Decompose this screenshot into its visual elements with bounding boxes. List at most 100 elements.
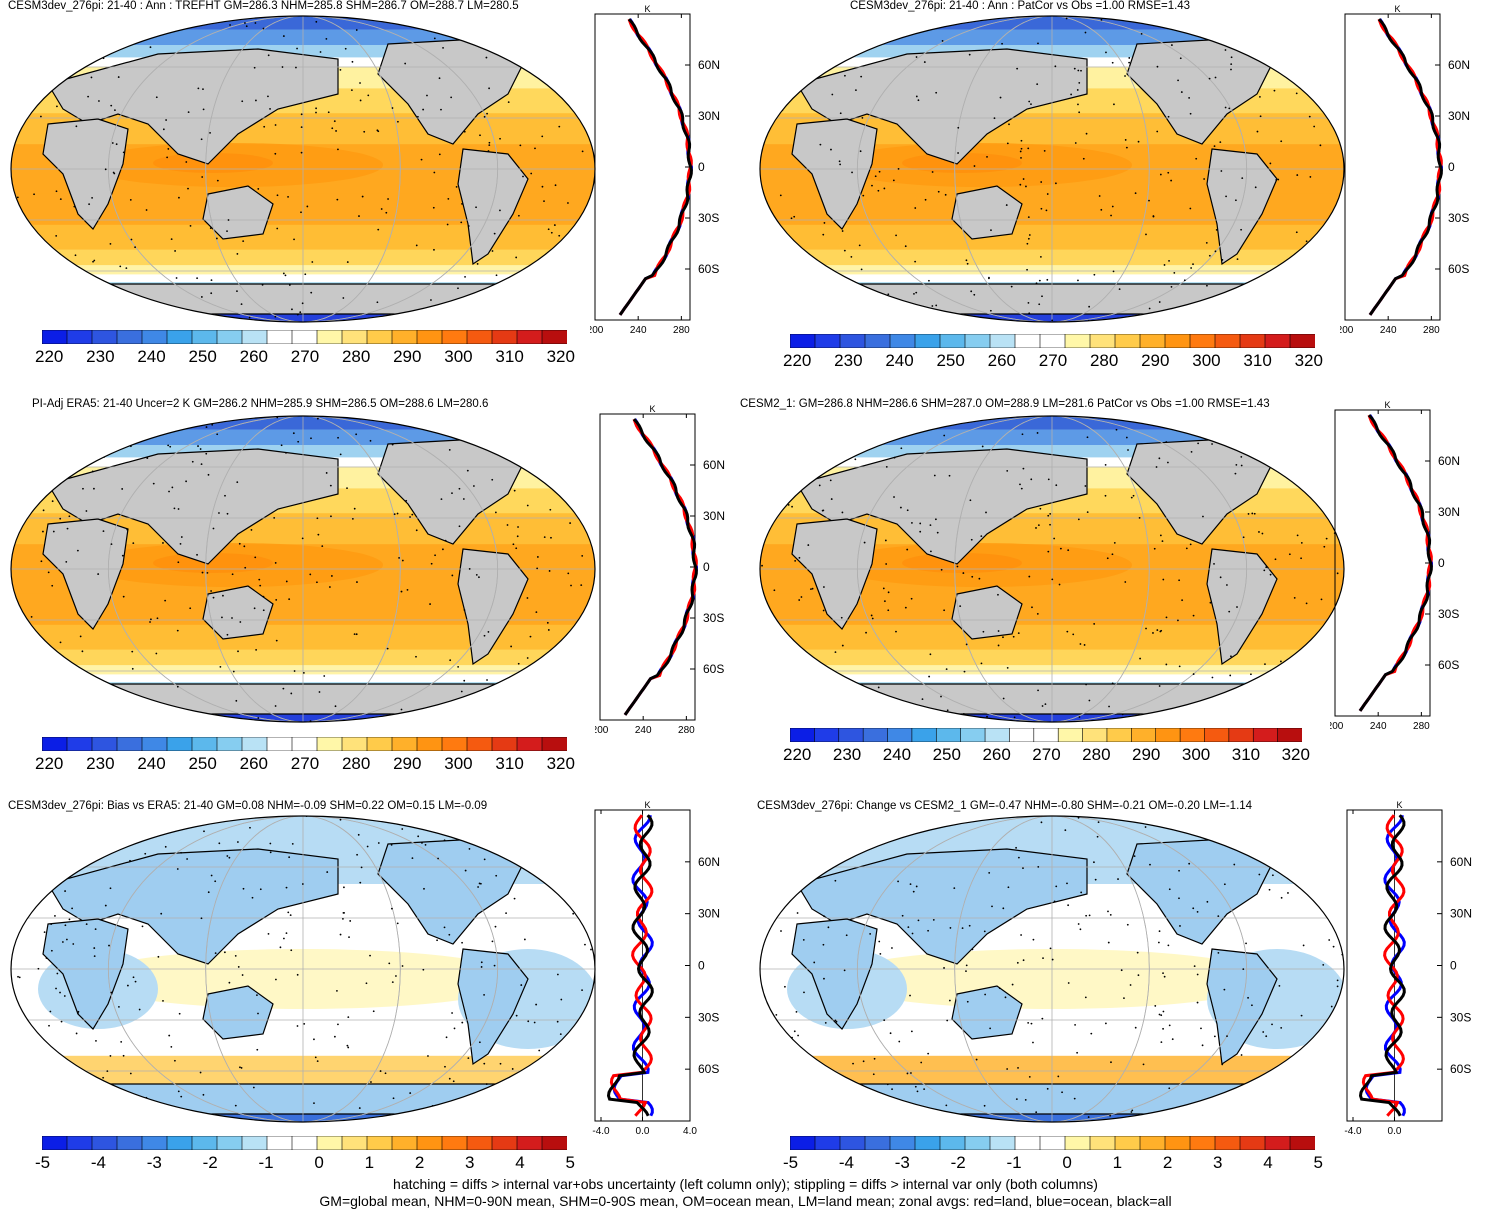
colorbar-swatch (91, 1136, 118, 1150)
colorbar-label: 250 (932, 745, 961, 764)
colorbar-labels: -5 -4 -3 -2 -1 0 1 2 3 4 5 (783, 1153, 1323, 1173)
zonal-x-tick: 200 (1330, 721, 1344, 732)
zonal-lat-tick: 30N (698, 907, 720, 921)
colorbar-swatch (541, 330, 567, 344)
world-map-difference (10, 815, 596, 1123)
colorbar-swatch (266, 737, 293, 751)
colorbar-label: 3 (465, 1153, 475, 1172)
colorbar-swatch (1039, 334, 1066, 348)
zonal-lat-tick: 0 (1438, 556, 1445, 570)
colorbar-swatch (366, 1136, 393, 1150)
panel-title: PI-Adj ERA5: 21-40 Uncer=2 K GM=286.2 NH… (32, 398, 489, 410)
colorbar-swatch (42, 737, 68, 751)
colorbar-label: 260 (239, 754, 268, 773)
colorbar-label: 240 (885, 351, 914, 370)
zonal-all-line (1368, 18, 1443, 316)
colorbar-swatch (1214, 1136, 1241, 1150)
colorbar-swatch (790, 334, 816, 348)
panel-title: CESM2_1: GM=286.8 NHM=286.6 SHM=287.0 OM… (740, 398, 1270, 410)
zonal-lat-tick: 0 (1450, 959, 1457, 973)
colorbar-label: 260 (982, 745, 1011, 764)
zonal-lat-tick: 30N (1438, 505, 1460, 519)
colorbar-swatch (66, 330, 93, 344)
colorbar-swatch (1039, 1136, 1066, 1150)
colorbar-swatch (814, 728, 840, 742)
zonal-lat-tick: 30N (703, 509, 725, 523)
colorbar-swatch (1089, 1136, 1116, 1150)
zonal-all-line (1358, 814, 1406, 1117)
world-map-temperature (10, 415, 596, 723)
zonal-mean-plot: K 60N 30N 0 30S 60S 200 240 280 (1330, 400, 1460, 732)
colorbar-swatch (241, 737, 268, 751)
zonal-unit-label: K (649, 404, 655, 414)
colorbar-label: 270 (1032, 745, 1061, 764)
colorbar-label: 290 (1141, 351, 1170, 370)
colorbar-labels: 220 230 240 250 260 270 280 290 300 310 320 (35, 754, 575, 774)
colorbar-label: 320 (1281, 745, 1310, 764)
colorbar-swatch (191, 737, 218, 751)
colorbar-swatch (66, 1136, 93, 1150)
colorbar-label: 240 (882, 745, 912, 764)
panel-title: CESM3dev_276pi: Change vs CESM2_1 GM=-0.… (757, 800, 1253, 812)
colorbar-label: 1 (1112, 1153, 1123, 1172)
colorbar-swatch (116, 330, 143, 344)
zonal-mean-plot: K 60N 30N 0 30S 60S -4.0 0.0 (1344, 800, 1472, 1137)
colorbar-swatch (1114, 1136, 1141, 1150)
colorbar-swatch (166, 737, 193, 751)
zonal-x-tick: 200 (595, 725, 609, 736)
colorbar-swatch (1289, 334, 1315, 348)
colorbar-swatch (166, 1136, 193, 1150)
colorbar-label: 250 (936, 351, 965, 370)
colorbar (790, 1136, 1315, 1150)
colorbar-label: 280 (341, 754, 371, 773)
colorbar-swatch (516, 737, 543, 751)
world-map-temperature (10, 15, 596, 323)
panel-top-left: CESM3dev_276pi: 21-40 : Ann : TREFHT GM=… (0, 0, 745, 385)
zonal-x-tick: 280 (673, 325, 690, 336)
colorbar (790, 728, 1302, 742)
zonal-lat-tick: 60S (1448, 262, 1469, 276)
colorbar-label: 220 (35, 754, 64, 773)
colorbar-swatch (814, 1136, 841, 1150)
colorbar-swatch (1179, 728, 1206, 742)
colorbar-label: 320 (546, 347, 575, 366)
colorbar-label: 2 (1162, 1153, 1173, 1172)
colorbar-swatch (911, 728, 937, 742)
panel-middle-right: CESM2_1: GM=286.8 NHM=286.6 SHM=287.0 OM… (740, 396, 1491, 781)
panel-title: CESM3dev_276pi: 21-40 : Ann : PatCor vs … (850, 0, 1191, 12)
colorbar (790, 334, 1315, 348)
panel-bottom-right: CESM3dev_276pi: Change vs CESM2_1 GM=-0.… (745, 796, 1491, 1181)
colorbar-swatch (1239, 1136, 1266, 1150)
colorbar-swatch (1277, 728, 1302, 742)
colorbar-label: -5 (783, 1153, 799, 1172)
colorbar-swatch (1164, 1136, 1191, 1150)
colorbar-swatch (1155, 728, 1181, 742)
colorbar-swatch (1033, 728, 1059, 742)
colorbar-labels: 220 230 240 250 260 270 280 290 300 310 320 (783, 351, 1323, 371)
panel-bottom-left: CESM3dev_276pi: Bias vs ERA5: 21-40 GM=0… (0, 796, 745, 1181)
zonal-lat-tick: 30S (1450, 1010, 1471, 1024)
colorbar-swatch (1082, 728, 1108, 742)
colorbar-label: -3 (146, 1153, 162, 1172)
colorbar-swatch (838, 728, 864, 742)
footer-line-2: GM=global mean, NHM=0-90N mean, SHM=0-90… (319, 1193, 1172, 1209)
colorbar-swatch (491, 737, 518, 751)
colorbar-swatch (516, 330, 543, 344)
colorbar-swatch (291, 1136, 318, 1150)
colorbar (42, 330, 567, 344)
zonal-lat-tick: 30N (698, 109, 720, 123)
colorbar-swatch (316, 1136, 343, 1150)
zonal-lat-tick: 60N (698, 855, 720, 869)
colorbar-label: 280 (1089, 351, 1119, 370)
colorbar-swatch (366, 330, 393, 344)
colorbar-swatch (216, 737, 243, 751)
colorbar-swatch (341, 737, 368, 751)
colorbar-label: 280 (1082, 745, 1111, 764)
zonal-land-line (609, 814, 654, 1117)
colorbar-swatch (1239, 334, 1266, 348)
colorbar-label: 320 (546, 754, 575, 773)
colorbar-swatch (466, 1136, 493, 1150)
zonal-unit-label: K (1384, 400, 1390, 410)
colorbar-swatch (66, 737, 93, 751)
zonal-x-tick: 200 (590, 325, 604, 336)
